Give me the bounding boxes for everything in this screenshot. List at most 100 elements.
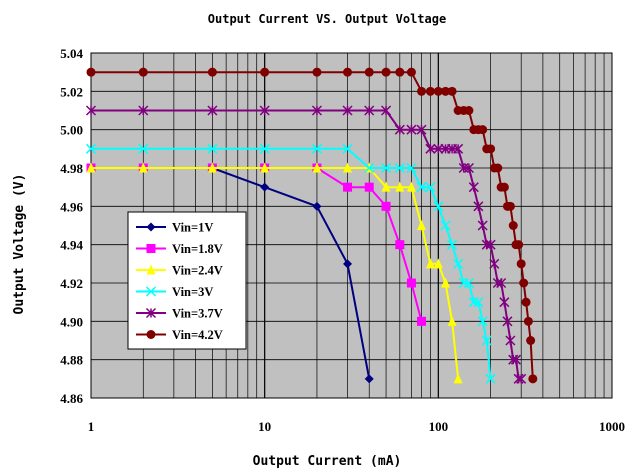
- data-point: [364, 162, 375, 174]
- legend-marker: [146, 264, 156, 275]
- data-point: [260, 162, 270, 173]
- data-point: [395, 181, 405, 192]
- y-axis-ticks: 4.86 4.88 4.90 4.92 4.94 4.96 4.98 5.00 5.02 5.04: [60, 46, 83, 406]
- y-axis-label: Output Voltage (V): [12, 174, 27, 315]
- chart-title: Output Current VS. Output Voltage: [208, 12, 446, 26]
- data-point: [395, 240, 405, 250]
- legend-marker: [146, 244, 156, 253]
- data-point: [481, 335, 492, 346]
- legend-label: Vin=4.2V: [172, 328, 223, 342]
- legend-label: Vin=3.7V: [172, 307, 223, 321]
- y-tick-label: 5.04: [60, 46, 83, 61]
- y-tick-label: 4.96: [60, 199, 83, 214]
- data-point: [441, 86, 451, 96]
- data-point: [433, 201, 444, 212]
- data-point: [343, 162, 353, 173]
- legend-label: Vin=3V: [172, 285, 213, 299]
- legend-marker: [145, 307, 157, 319]
- data-point: [514, 240, 524, 250]
- y-tick-label: 4.98: [60, 161, 83, 176]
- data-point: [260, 182, 270, 192]
- data-point: [364, 67, 374, 77]
- y-tick-label: 4.88: [60, 353, 83, 368]
- data-point: [312, 67, 322, 77]
- data-point: [311, 105, 322, 116]
- data-point: [343, 259, 353, 269]
- plot-frame: [90, 52, 613, 399]
- legend-label: Vin=1V: [172, 221, 213, 235]
- data-point: [343, 182, 353, 192]
- x-tick-label: 1: [88, 419, 95, 434]
- data-point: [207, 162, 217, 173]
- series-vin-3v: [85, 143, 496, 384]
- data-point: [493, 163, 503, 173]
- data-point: [342, 143, 353, 154]
- data-point: [477, 316, 488, 327]
- series-group: [85, 67, 538, 384]
- y-tick-label: 4.86: [60, 391, 83, 406]
- data-point: [406, 124, 417, 135]
- series-vin-4-2v: [86, 67, 538, 384]
- data-point: [468, 182, 479, 193]
- data-point: [394, 162, 405, 174]
- data-point: [508, 221, 518, 230]
- data-point: [433, 258, 443, 269]
- data-point: [453, 143, 464, 154]
- data-point: [496, 277, 507, 289]
- data-point: [486, 144, 496, 154]
- legend-box: [127, 211, 247, 350]
- data-point: [207, 143, 218, 154]
- x-tick-label: 1000: [599, 419, 625, 434]
- data-point: [499, 297, 510, 308]
- data-point: [259, 143, 270, 154]
- data-point: [528, 374, 538, 384]
- data-point: [433, 143, 444, 154]
- data-point: [312, 201, 322, 211]
- y-tick-label: 5.00: [60, 123, 83, 138]
- data-point: [478, 125, 488, 135]
- data-point: [440, 220, 451, 231]
- data-point: [417, 220, 427, 230]
- data-point: [416, 182, 427, 193]
- series-vin-3-7v: [85, 105, 527, 384]
- x-axis-label: Output Current (mA): [253, 454, 402, 469]
- series-vin-2-4v: [86, 162, 463, 384]
- data-point: [406, 67, 416, 77]
- x-axis-ticks: 1 10 100 1000: [88, 419, 625, 434]
- data-point: [447, 239, 458, 250]
- data-point: [505, 335, 516, 346]
- y-tick-label: 4.92: [60, 276, 83, 291]
- data-point: [364, 182, 374, 192]
- data-point: [260, 67, 270, 77]
- data-point: [425, 86, 435, 96]
- legend-marker: [145, 286, 157, 297]
- data-point: [381, 162, 392, 174]
- series-line: [91, 167, 460, 379]
- data-point: [138, 67, 148, 77]
- data-point: [523, 316, 533, 326]
- data-point: [425, 143, 436, 154]
- data-point: [207, 105, 218, 116]
- data-point: [453, 258, 464, 269]
- data-point: [86, 67, 96, 77]
- data-point: [489, 258, 500, 269]
- data-point: [364, 105, 375, 116]
- data-point: [519, 278, 529, 288]
- data-point: [138, 162, 148, 173]
- y-tick-label: 5.02: [60, 84, 83, 99]
- data-point: [406, 278, 416, 288]
- data-point: [259, 105, 270, 116]
- data-point: [425, 258, 435, 269]
- data-point: [473, 297, 484, 308]
- y-tick-label: 4.94: [60, 238, 83, 253]
- data-point: [85, 105, 97, 116]
- data-point: [441, 277, 451, 288]
- data-point: [464, 106, 474, 115]
- data-point: [343, 67, 353, 77]
- x-tick-label: 100: [429, 419, 449, 434]
- data-point: [381, 201, 391, 211]
- data-point: [463, 277, 474, 289]
- data-point: [499, 182, 509, 192]
- data-point: [433, 86, 443, 96]
